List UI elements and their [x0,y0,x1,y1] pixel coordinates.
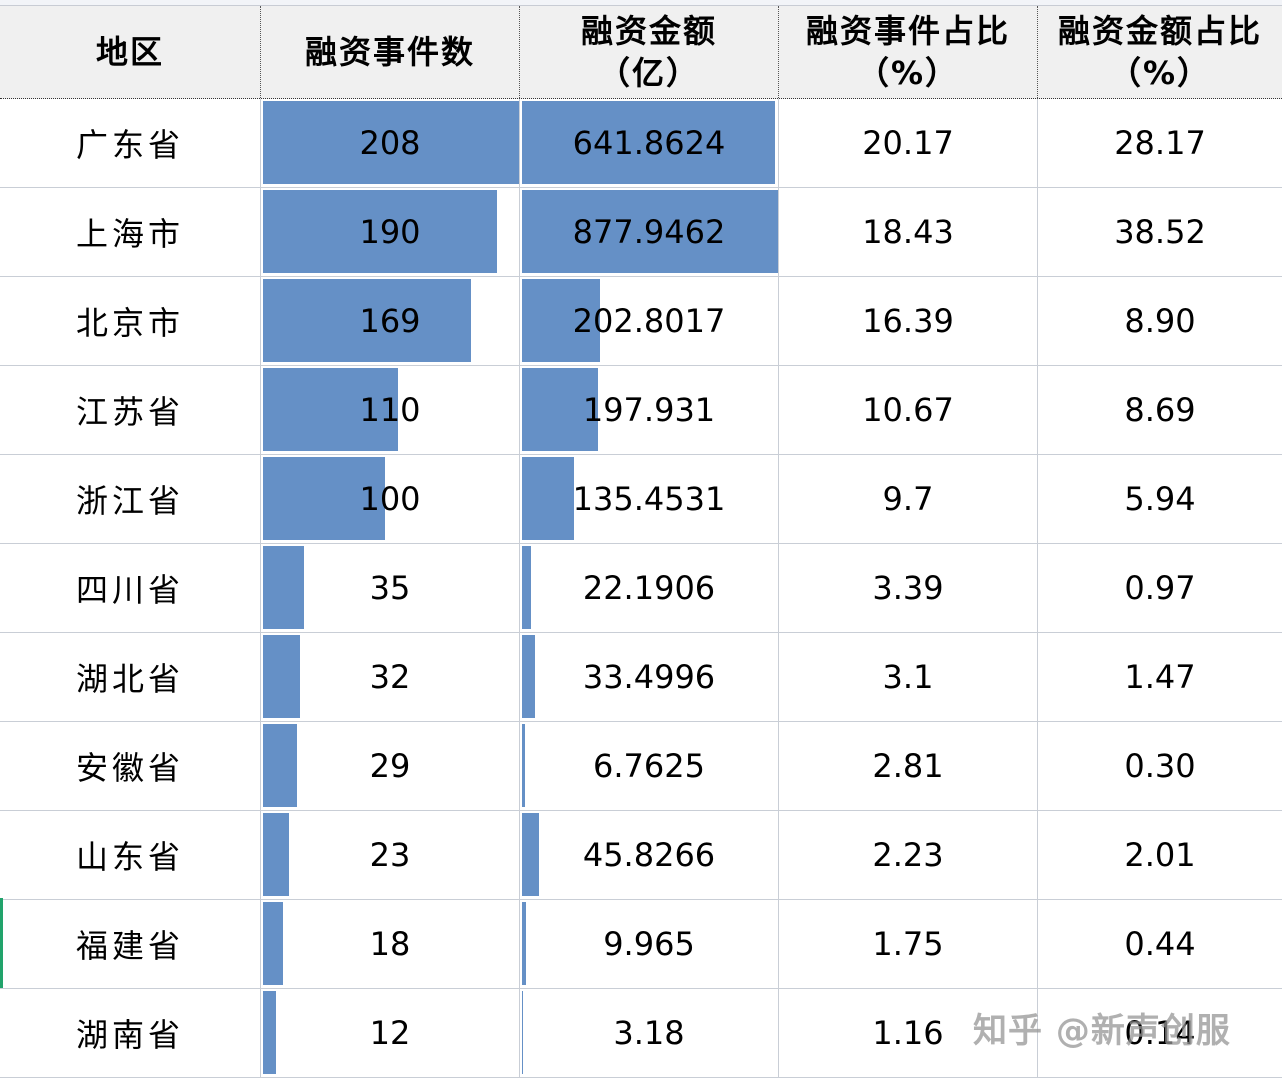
data-bar-amount [522,813,539,896]
data-bar-amount [522,902,526,985]
cell-events[interactable]: 190 [261,188,520,277]
watermark: 知乎 @新声创服 [973,1011,1231,1051]
data-bar-amount [522,190,778,273]
cell-amount[interactable]: 22.1906 [520,544,779,633]
data-bar-events [263,902,283,985]
cell-event-pct[interactable]: 9.7 [779,455,1038,544]
cell-amount[interactable]: 135.4531 [520,455,779,544]
data-bar-amount [522,546,531,629]
cell-events[interactable]: 29 [261,722,520,811]
cell-events[interactable]: 110 [261,366,520,455]
data-bar-events [263,457,385,540]
table-row: 四川省 35 22.1906 3.39 0.97 [0,544,1282,633]
cell-events[interactable]: 100 [261,455,520,544]
cell-events[interactable]: 35 [261,544,520,633]
cell-event-pct[interactable]: 2.23 [779,811,1038,900]
cell-events[interactable]: 18 [261,900,520,989]
data-bar-amount [522,724,525,807]
table-row: 湖南省 12 3.18 1.16 0.14 [0,989,1282,1078]
cell-amount[interactable]: 197.931 [520,366,779,455]
cell-event-pct[interactable]: 10.67 [779,366,1038,455]
cell-amount-pct[interactable]: 5.94 [1038,455,1282,544]
table-row: 安徽省 29 6.7625 2.81 0.30 [0,722,1282,811]
header-region[interactable]: 地区 [0,6,261,98]
cell-event-pct[interactable]: 16.39 [779,277,1038,366]
cell-amount[interactable]: 877.9462 [520,188,779,277]
cell-events[interactable]: 12 [261,989,520,1078]
data-bar-amount [522,457,574,540]
cell-amount[interactable]: 3.18 [520,989,779,1078]
cell-event-pct[interactable]: 3.39 [779,544,1038,633]
table-row: 湖北省 32 33.4996 3.1 1.47 [0,633,1282,722]
data-bar-events [263,190,497,273]
table-row: 浙江省 100 135.4531 9.7 5.94 [0,455,1282,544]
cell-region[interactable]: 湖北省 [0,633,261,722]
cell-amount[interactable]: 6.7625 [520,722,779,811]
data-bar-events [263,101,519,184]
cell-region[interactable]: 上海市 [0,188,261,277]
cell-amount-pct[interactable]: 8.69 [1038,366,1282,455]
data-bar-events [263,813,289,896]
table-row: 上海市 190 877.9462 18.43 38.52 [0,188,1282,277]
cell-amount-pct[interactable]: 0.30 [1038,722,1282,811]
table-header-row: 地区 融资事件数 融资金额 （亿） 融资事件占比 （%） 融资金额占比 （%） [0,6,1282,99]
cell-region[interactable]: 广东省 [0,99,261,188]
cell-amount[interactable]: 45.8266 [520,811,779,900]
cell-amount[interactable]: 641.8624 [520,99,779,188]
cell-region[interactable]: 四川省 [0,544,261,633]
header-events[interactable]: 融资事件数 [261,6,520,98]
cell-amount-pct[interactable]: 1.47 [1038,633,1282,722]
data-bar-events [263,635,300,718]
cell-region[interactable]: 安徽省 [0,722,261,811]
cell-region[interactable]: 江苏省 [0,366,261,455]
table-row: 山东省 23 45.8266 2.23 2.01 [0,811,1282,900]
header-amount[interactable]: 融资金额 （亿） [520,6,779,98]
data-bar-events [263,279,471,362]
table-row: 江苏省 110 197.931 10.67 8.69 [0,366,1282,455]
cell-event-pct[interactable]: 3.1 [779,633,1038,722]
cell-events[interactable]: 23 [261,811,520,900]
data-bar-events [263,991,276,1074]
cell-amount-pct[interactable]: 0.14 [1038,989,1282,1078]
cell-region[interactable]: 福建省 [0,900,261,989]
cell-amount[interactable]: 202.8017 [520,277,779,366]
data-bar-events [263,724,297,807]
cell-amount-pct[interactable]: 8.90 [1038,277,1282,366]
spreadsheet-top-strip [0,0,1282,6]
cell-amount-pct[interactable]: 38.52 [1038,188,1282,277]
data-bar-amount [522,279,600,362]
cell-region[interactable]: 北京市 [0,277,261,366]
data-bar-amount [522,101,775,184]
table-row: 北京市 169 202.8017 16.39 8.90 [0,277,1282,366]
data-bar-amount [522,368,598,451]
cell-amount-pct[interactable]: 0.44 [1038,900,1282,989]
cell-event-pct[interactable]: 1.75 [779,900,1038,989]
cell-event-pct[interactable]: 2.81 [779,722,1038,811]
data-bar-events [263,368,398,451]
data-bar-amount [522,991,523,1074]
cell-region[interactable]: 湖南省 [0,989,261,1078]
cell-amount[interactable]: 9.965 [520,900,779,989]
header-amount-pct[interactable]: 融资金额占比 （%） [1057,12,1262,92]
header-event-pct[interactable]: 融资事件占比 （%） [779,6,1038,98]
cell-amount-pct[interactable]: 2.01 [1038,811,1282,900]
cell-events[interactable]: 32 [261,633,520,722]
cell-event-pct[interactable]: 18.43 [779,188,1038,277]
table-row: 广东省 208 641.8624 20.17 28.17 [0,99,1282,188]
cell-event-pct[interactable]: 20.17 [779,99,1038,188]
cell-amount-pct[interactable]: 0.97 [1038,544,1282,633]
cell-region[interactable]: 山东省 [0,811,261,900]
table-row: 福建省 18 9.965 1.75 0.44 [0,900,1282,989]
row-selection-marker [0,898,3,988]
cell-amount[interactable]: 33.4996 [520,633,779,722]
cell-amount-pct[interactable]: 28.17 [1038,99,1282,188]
cell-events[interactable]: 208 [261,99,520,188]
cell-events[interactable]: 169 [261,277,520,366]
cell-region[interactable]: 浙江省 [0,455,261,544]
data-bar-amount [522,635,535,718]
data-bar-events [263,546,304,629]
